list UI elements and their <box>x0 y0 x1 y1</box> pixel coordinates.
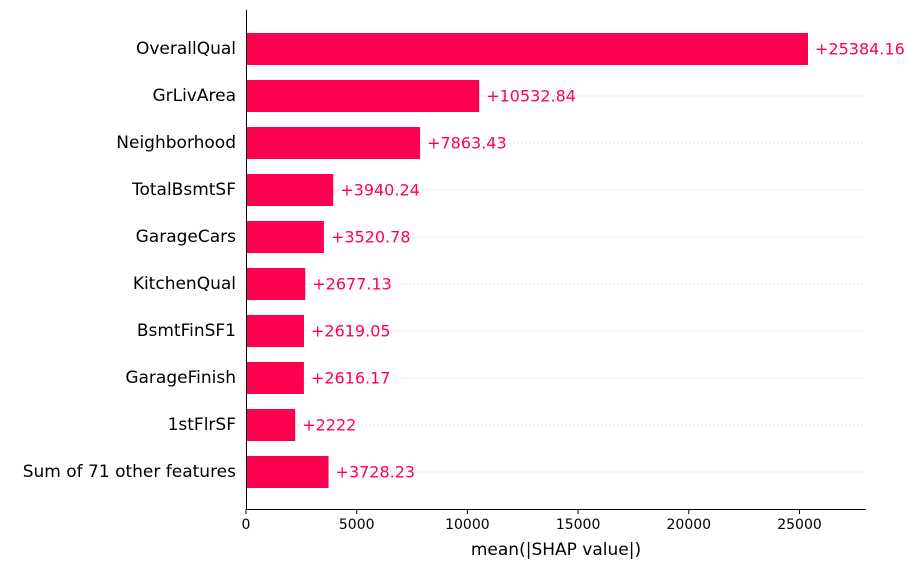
feature-label: OverallQual <box>136 39 236 59</box>
x-tick-label: 15000 <box>556 517 601 533</box>
bar <box>246 80 480 112</box>
bar <box>246 174 334 206</box>
feature-label: KitchenQual <box>133 274 236 294</box>
x-axis-title: mean(|SHAP value|) <box>471 540 641 560</box>
feature-label: Neighborhood <box>116 133 236 153</box>
feature-label: GrLivArea <box>152 86 236 106</box>
bar <box>246 362 304 394</box>
feature-label: GarageFinish <box>125 368 236 388</box>
bar <box>246 409 296 441</box>
bar <box>246 127 421 159</box>
bar <box>246 33 808 65</box>
value-label: +25384.16 <box>815 40 905 59</box>
x-tick-label: 0 <box>242 517 251 533</box>
value-label: +2616.17 <box>311 369 391 388</box>
feature-label: GarageCars <box>136 227 237 247</box>
x-tick-label: 20000 <box>667 517 712 533</box>
bar <box>246 456 329 488</box>
feature-label: TotalBsmtSF <box>131 180 236 200</box>
feature-label: 1stFlrSF <box>168 415 236 435</box>
x-tick-label: 5000 <box>339 517 375 533</box>
bar <box>246 268 306 300</box>
value-label: +2677.13 <box>312 275 392 294</box>
x-tick-label: 10000 <box>445 517 490 533</box>
value-label: +2222 <box>302 416 356 435</box>
value-label: +10532.84 <box>486 87 576 106</box>
value-label: +7863.43 <box>427 134 507 153</box>
feature-label: Sum of 71 other features <box>23 462 236 482</box>
x-tick-label: 25000 <box>777 517 822 533</box>
value-label: +2619.05 <box>311 322 391 341</box>
bar <box>246 221 324 253</box>
value-label: +3520.78 <box>331 228 411 247</box>
value-label: +3728.23 <box>336 463 416 482</box>
feature-label: BsmtFinSF1 <box>137 321 236 341</box>
bar <box>246 315 304 347</box>
value-label: +3940.24 <box>340 181 420 200</box>
